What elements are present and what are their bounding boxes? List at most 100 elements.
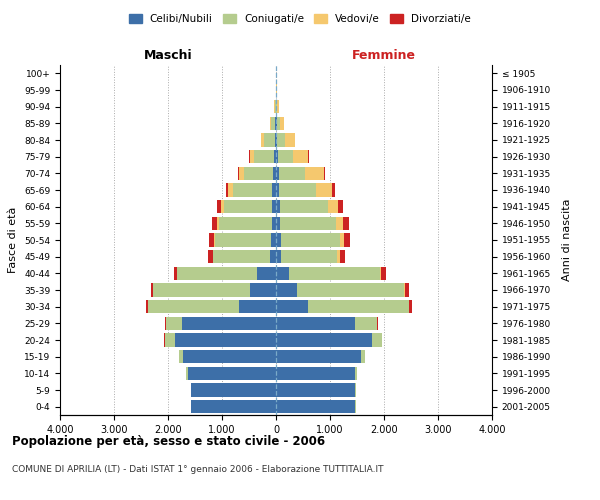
Bar <box>154 284 250 296</box>
Bar <box>316 184 332 196</box>
Bar <box>148 300 239 314</box>
Bar <box>276 300 308 314</box>
Bar <box>219 216 272 230</box>
Bar <box>280 116 284 130</box>
Bar <box>173 266 177 280</box>
Bar <box>272 200 276 213</box>
Bar <box>278 166 305 180</box>
Bar <box>182 316 276 330</box>
Bar <box>274 150 276 164</box>
Bar <box>212 250 214 264</box>
Bar <box>275 134 276 146</box>
Bar <box>238 166 239 180</box>
Bar <box>404 284 409 296</box>
Bar <box>209 234 214 246</box>
Bar <box>380 266 382 280</box>
Bar <box>276 384 355 396</box>
Bar <box>250 150 254 164</box>
Bar <box>276 134 277 146</box>
Bar <box>187 366 188 380</box>
Bar <box>280 216 337 230</box>
Bar <box>212 216 217 230</box>
Bar <box>343 216 349 230</box>
Bar <box>191 384 276 396</box>
Bar <box>217 200 221 213</box>
Bar <box>191 400 276 413</box>
Bar <box>277 134 285 146</box>
Bar <box>183 350 276 364</box>
Bar <box>337 250 340 264</box>
Bar <box>276 366 355 380</box>
Bar <box>276 216 280 230</box>
Bar <box>337 216 343 230</box>
Bar <box>324 166 325 180</box>
Bar <box>269 250 276 264</box>
Bar <box>226 184 229 196</box>
Bar <box>276 200 280 213</box>
Y-axis label: Fasce di età: Fasce di età <box>8 207 19 273</box>
Bar <box>217 216 219 230</box>
Bar <box>239 166 244 180</box>
Bar <box>177 266 257 280</box>
Bar <box>270 116 271 130</box>
Bar <box>355 366 357 380</box>
Bar <box>276 250 281 264</box>
Bar <box>355 316 377 330</box>
Bar <box>382 266 386 280</box>
Bar <box>276 266 289 280</box>
Bar <box>272 184 276 196</box>
Bar <box>239 300 276 314</box>
Bar <box>328 200 338 213</box>
Bar <box>277 116 280 130</box>
Bar <box>340 250 345 264</box>
Bar <box>250 284 276 296</box>
Bar <box>276 184 279 196</box>
Bar <box>151 284 153 296</box>
Bar <box>188 366 276 380</box>
Bar <box>293 150 308 164</box>
Bar <box>215 234 271 246</box>
Bar <box>233 184 272 196</box>
Text: Femmine: Femmine <box>352 48 416 62</box>
Bar <box>280 200 328 213</box>
Bar <box>281 234 340 246</box>
Bar <box>361 350 365 364</box>
Bar <box>332 184 335 196</box>
Bar <box>281 250 337 264</box>
Bar <box>308 300 409 314</box>
Bar <box>289 266 380 280</box>
Bar <box>224 200 272 213</box>
Bar <box>208 250 212 264</box>
Bar <box>276 166 278 180</box>
Text: Maschi: Maschi <box>143 48 193 62</box>
Bar <box>229 184 233 196</box>
Bar <box>244 166 273 180</box>
Bar <box>276 234 281 246</box>
Text: COMUNE DI APRILIA (LT) - Dati ISTAT 1° gennaio 2006 - Elaborazione TUTTITALIA.IT: COMUNE DI APRILIA (LT) - Dati ISTAT 1° g… <box>12 465 383 474</box>
Bar <box>261 134 265 146</box>
Bar <box>175 334 276 346</box>
Bar <box>265 134 275 146</box>
Bar <box>409 300 412 314</box>
Bar <box>278 150 293 164</box>
Bar <box>279 184 316 196</box>
Bar <box>146 300 148 314</box>
Bar <box>340 234 344 246</box>
Bar <box>277 100 279 114</box>
Text: Popolazione per età, sesso e stato civile - 2006: Popolazione per età, sesso e stato civil… <box>12 435 325 448</box>
Bar <box>165 334 175 346</box>
Bar <box>276 334 371 346</box>
Bar <box>221 200 224 213</box>
Bar <box>275 100 276 114</box>
Bar <box>271 116 275 130</box>
Bar <box>214 234 215 246</box>
Bar <box>179 350 183 364</box>
Bar <box>276 350 361 364</box>
Bar <box>272 216 276 230</box>
Legend: Celibi/Nubili, Coniugati/e, Vedovi/e, Divorziati/e: Celibi/Nubili, Coniugati/e, Vedovi/e, Di… <box>125 10 475 29</box>
Bar <box>276 284 298 296</box>
Bar <box>344 234 350 246</box>
Bar <box>257 266 276 280</box>
Y-axis label: Anni di nascita: Anni di nascita <box>562 198 572 281</box>
Bar <box>276 150 278 164</box>
